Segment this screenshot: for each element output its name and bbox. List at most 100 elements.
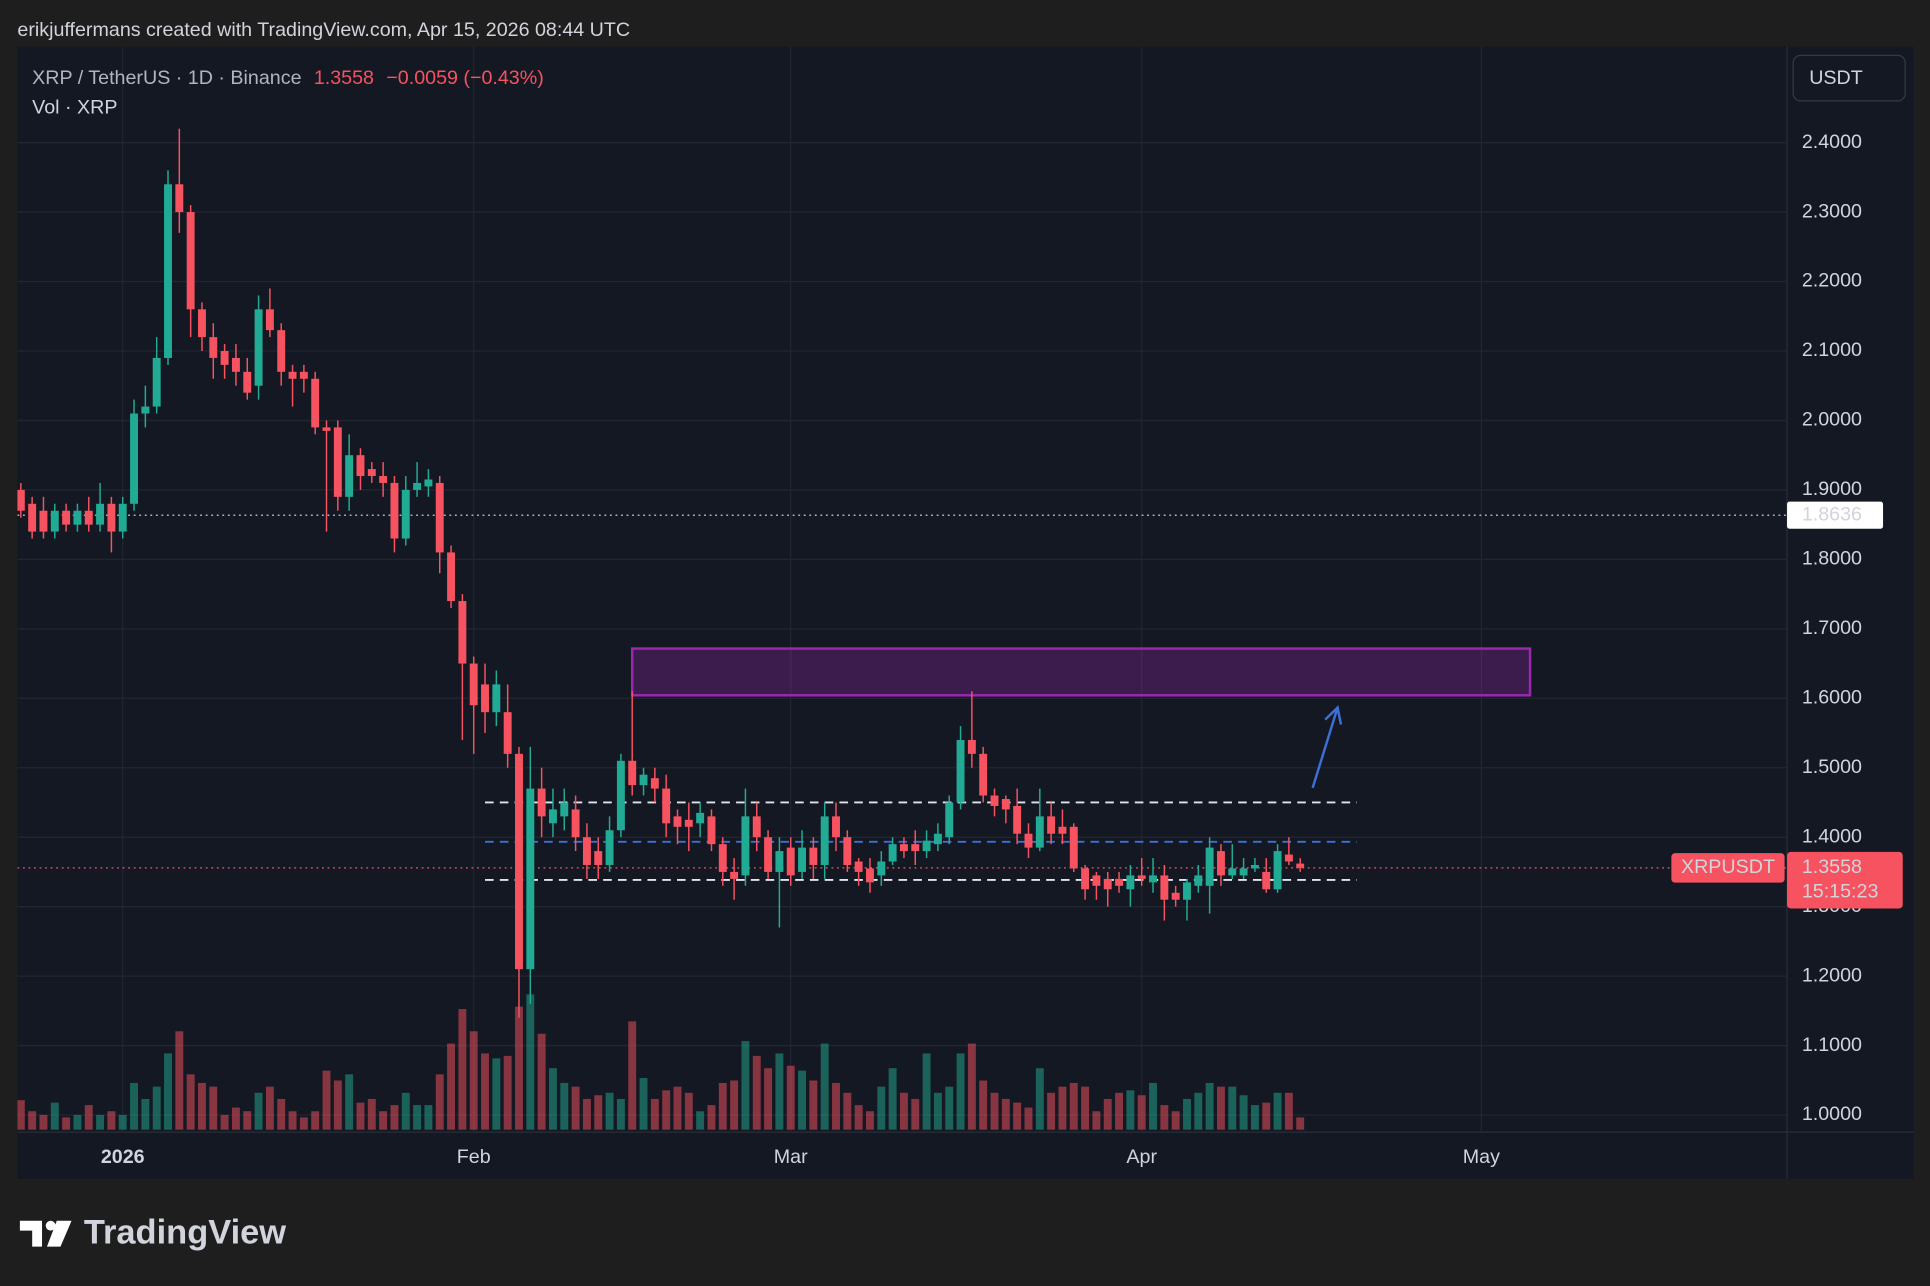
volume-bar (1296, 1117, 1305, 1130)
volume-bar (1262, 1102, 1271, 1130)
volume-bar (730, 1080, 739, 1130)
price-line-badge (1787, 501, 1884, 529)
volume-bar (84, 1105, 93, 1130)
volume-bar (401, 1092, 410, 1130)
x-tick-label: 2026 (101, 1146, 145, 1168)
candle-body (1194, 875, 1203, 886)
candle-body (582, 837, 591, 865)
candle-body (1171, 892, 1180, 900)
volume-bar (186, 1074, 195, 1130)
candle-body (277, 330, 286, 372)
volume-bar (1115, 1092, 1124, 1130)
volume-bar (198, 1082, 206, 1130)
candle-body (17, 489, 25, 511)
volume-bar (220, 1114, 229, 1130)
volume-bar (345, 1074, 354, 1130)
volume-bar (718, 1082, 727, 1130)
symbol-line: XRP / TetherUS · 1D · Binance 1.3558 −0.00… (32, 67, 544, 89)
price-change: −0.0059 (−0.43%) (386, 67, 544, 89)
candle-body (1081, 868, 1090, 890)
candle-body (186, 212, 195, 310)
candle-body (231, 357, 240, 372)
candle-body (311, 378, 320, 428)
volume-bar (1273, 1092, 1282, 1130)
candle-body (367, 469, 376, 477)
volume-bar (741, 1041, 750, 1130)
symbol-label: XRPUSDT (1681, 856, 1775, 878)
candle-body (1250, 864, 1259, 869)
volume-bar (379, 1111, 388, 1130)
candle-body (1024, 833, 1033, 848)
candle-body (673, 816, 682, 827)
volume-bar (956, 1053, 965, 1130)
candle-body (220, 350, 229, 365)
y-tick-label: 2.4000 (1802, 131, 1862, 153)
volume-bar (1228, 1086, 1237, 1130)
candle-body (650, 778, 659, 789)
volume-bar (548, 1068, 557, 1130)
candle-body (1013, 805, 1022, 834)
candle-body (345, 455, 354, 497)
candle-body (945, 802, 954, 838)
y-tick-label: 2.1000 (1802, 339, 1862, 361)
volume-bar (50, 1102, 59, 1130)
candle-body (198, 309, 206, 338)
candle-body (628, 760, 637, 786)
volume-bar (854, 1105, 863, 1130)
currency-label[interactable]: USDT (1809, 67, 1863, 89)
candle-body (1284, 854, 1293, 862)
candle-body (1296, 863, 1305, 868)
y-tick-label: 1.7000 (1802, 617, 1862, 639)
volume-bar (107, 1111, 116, 1130)
candle-body (356, 455, 365, 477)
y-tick-label: 1.2000 (1802, 964, 1862, 986)
candle-body (447, 552, 456, 602)
volume-bar (1216, 1086, 1225, 1130)
volume-bar (1239, 1095, 1248, 1130)
candle-body (605, 830, 614, 865)
y-tick-label: 1.9000 (1802, 478, 1862, 500)
volume-bar (650, 1098, 659, 1130)
candle-body (39, 510, 48, 532)
candle-body (922, 840, 931, 852)
candle-body (843, 837, 852, 865)
volume-bar (594, 1095, 603, 1130)
candle-body (933, 833, 942, 845)
currency-button[interactable] (1792, 54, 1906, 102)
volume-bar (277, 1098, 286, 1130)
candle-body (1149, 875, 1157, 883)
candle-body (764, 837, 773, 872)
candle-body (379, 476, 388, 483)
candle-body (548, 809, 557, 824)
y-tick-label: 1.6000 (1802, 686, 1862, 708)
logo-glyph (45, 1220, 56, 1231)
brand-name: TradingView (84, 1213, 286, 1251)
volume-bar (1081, 1086, 1090, 1130)
candle-body (730, 871, 739, 879)
candle-body (265, 309, 274, 331)
volume-bar (764, 1068, 773, 1130)
volume-bar (832, 1082, 840, 1130)
candle-body (1001, 798, 1010, 810)
candle-body (1115, 878, 1124, 886)
candle-body (1126, 875, 1135, 890)
volume-bar (1024, 1107, 1033, 1130)
volume-bar (877, 1086, 886, 1130)
volume-bar (1035, 1068, 1044, 1130)
volume-bar (164, 1053, 172, 1130)
candle-body (1273, 851, 1282, 890)
candle-body (571, 809, 580, 838)
volume-bar (1126, 1090, 1135, 1130)
volume-bar (515, 1006, 523, 1130)
candle-body (979, 753, 988, 796)
countdown-label: 15:15:23 (1802, 881, 1879, 903)
x-tick-label: May (1463, 1146, 1500, 1168)
last-price-label: 1.3558 (1802, 856, 1862, 878)
volume-bar (809, 1080, 818, 1130)
candle-body (560, 802, 569, 817)
candle-body (1160, 875, 1169, 900)
y-tick-label: 1.5000 (1802, 756, 1862, 778)
candle-body (752, 816, 761, 838)
y-tick-label: 1.8000 (1802, 548, 1862, 570)
